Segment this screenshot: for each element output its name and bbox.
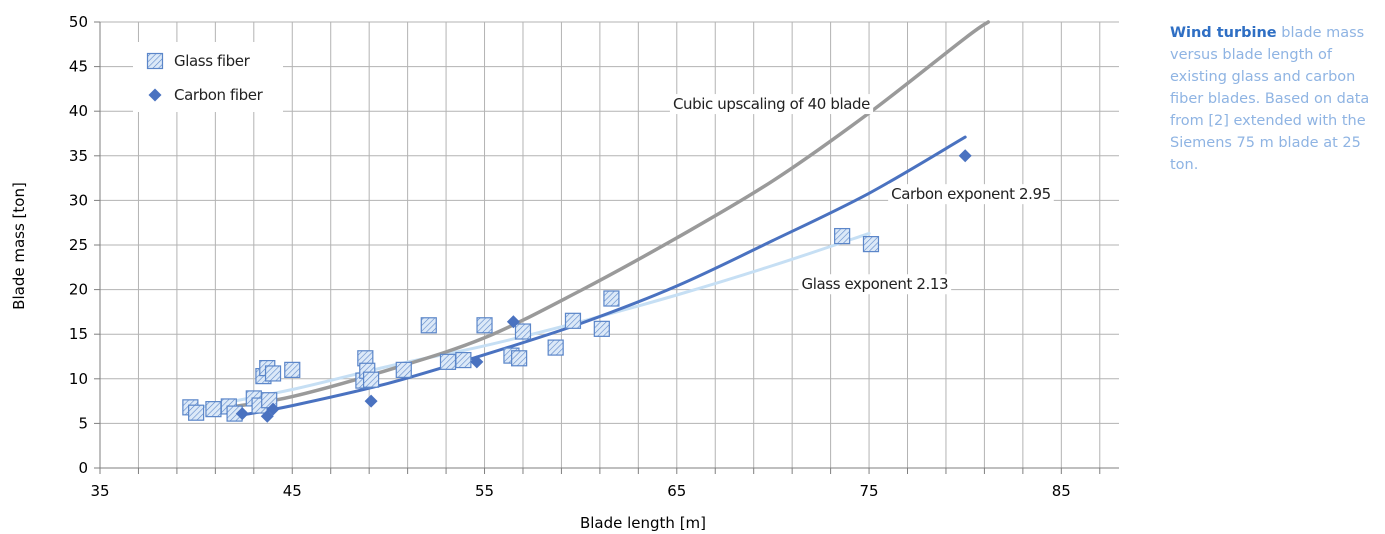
x-tick-label: 45 xyxy=(283,482,302,500)
carbon-fiber-point xyxy=(470,355,484,369)
chart: 0 5 10 15 20 25 30 35 40 45 50 35 45 55 65 75 85 Cubic u… xyxy=(10,13,1119,532)
annotation-background xyxy=(798,274,952,295)
legend-glass-marker xyxy=(146,52,164,70)
glass-fiber-point xyxy=(593,320,610,337)
glass-fiber-point xyxy=(264,365,282,382)
y-tick-label: 10 xyxy=(69,370,88,388)
curve-annotation: Glass exponent 2.13 xyxy=(798,274,952,295)
x-tick-label: 35 xyxy=(90,482,109,500)
glass-fiber-point xyxy=(395,361,412,378)
glass-fiber-point xyxy=(476,317,493,334)
y-tick-label: 45 xyxy=(69,58,88,76)
glass-fit-curve xyxy=(194,231,871,410)
legend-carbon-marker xyxy=(148,88,162,102)
glass-fiber-point xyxy=(564,312,582,329)
y-tick-label: 5 xyxy=(78,414,88,432)
y-tick-label: 30 xyxy=(69,191,88,209)
curve-annotation: Carbon exponent 2.95 xyxy=(888,184,1054,205)
glass-fiber-point xyxy=(455,351,472,369)
x-tick-label: 75 xyxy=(860,482,879,500)
glass-fiber-point xyxy=(284,361,301,378)
glass-fiber-point xyxy=(547,339,564,356)
axes: 0 5 10 15 20 25 30 35 40 45 50 35 45 55 65 75 85 xyxy=(69,13,1119,500)
glass-fiber-point xyxy=(514,323,532,340)
curve-annotation: Cubic upscaling of 40 blade xyxy=(669,94,874,115)
data-points xyxy=(182,149,972,423)
curve-annotation-label: Cubic upscaling of 40 blade xyxy=(673,95,870,113)
legend-label: Carbon fiber xyxy=(174,86,264,104)
annotations: Cubic upscaling of 40 blade Carbon expone… xyxy=(669,94,1054,295)
caption-highlight: Wind turbine xyxy=(1170,25,1277,41)
glass-fiber-point xyxy=(439,353,457,370)
x-axis-title: Blade length [m] xyxy=(580,514,706,532)
curve-annotation-label: Glass exponent 2.13 xyxy=(802,275,949,293)
y-tick-label: 35 xyxy=(69,147,88,165)
carbon-fit-curve xyxy=(233,135,967,418)
y-tick-label: 0 xyxy=(78,459,88,477)
glass-fiber-point xyxy=(834,227,851,245)
cubic-upscaling-curve xyxy=(232,20,991,409)
glass-fiber-point xyxy=(205,401,222,418)
carbon-fiber-point xyxy=(235,407,249,421)
x-tick-label: 85 xyxy=(1052,482,1071,500)
glass-fiber-point xyxy=(603,290,620,307)
y-tick-label: 25 xyxy=(69,236,88,254)
x-tick-label: 65 xyxy=(667,482,686,500)
y-tick-label: 20 xyxy=(69,281,88,299)
figure-caption: Wind turbine blade mass versus blade len… xyxy=(1170,22,1370,176)
carbon-fiber-point xyxy=(364,394,378,408)
carbon-fiber-point xyxy=(506,315,520,329)
carbon-fiber-point xyxy=(266,402,280,416)
glass-fiber-point xyxy=(188,404,205,421)
glass-fiber-point xyxy=(511,350,528,367)
legend: Glass fiber Carbon fiber xyxy=(133,42,283,112)
x-tick-label: 55 xyxy=(475,482,494,500)
annotation-background xyxy=(888,184,1054,205)
glass-fiber-point xyxy=(362,371,380,388)
y-tick-label: 50 xyxy=(69,13,88,31)
y-tick-label: 40 xyxy=(69,102,88,120)
annotation-background xyxy=(669,94,874,115)
glass-fiber-point xyxy=(420,317,437,334)
grid xyxy=(100,21,1119,468)
carbon-fiber-point xyxy=(958,149,972,163)
legend-label: Glass fiber xyxy=(174,52,251,70)
glass-fiber-point xyxy=(862,236,880,253)
curve-annotation-label: Carbon exponent 2.95 xyxy=(891,185,1051,203)
y-tick-label: 15 xyxy=(69,325,88,343)
caption-text: blade mass versus blade length of existi… xyxy=(1170,25,1370,173)
y-axis-title: Blade mass [ton] xyxy=(10,182,28,310)
